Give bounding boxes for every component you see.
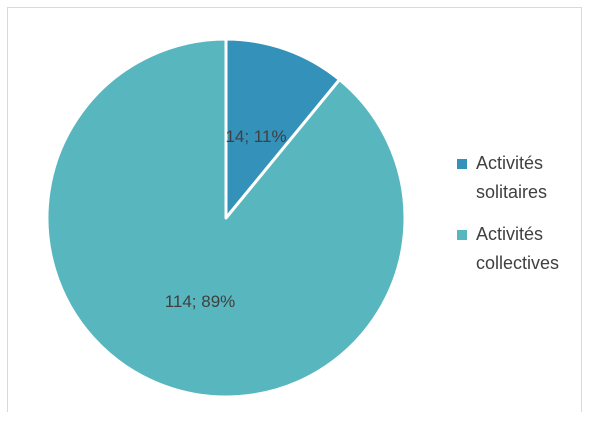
pie-slices <box>45 37 407 399</box>
pie-slice-activites-solitaires[interactable] <box>224 37 342 220</box>
legend-item-activites-solitaires[interactable]: Activités solitaires <box>457 149 582 207</box>
slice-label-activites-solitaires: 14; 11% <box>225 127 286 146</box>
legend-swatch-activites-solitaires <box>457 159 467 169</box>
slice-label-activites-collectives: 114; 89% <box>165 292 236 311</box>
legend-swatch-activites-collectives <box>457 230 467 240</box>
legend-label-line-1: Activités <box>476 224 544 244</box>
legend-label-line-2: solitaires <box>476 182 548 202</box>
legend-label-line-2: collectives <box>476 253 560 273</box>
legend-item-activites-collectives[interactable]: Activités collectives <box>457 220 582 278</box>
legend: Activités solitaires Activités collectiv… <box>457 149 582 291</box>
legend-label-line-1: Activités <box>476 153 544 173</box>
pie-slice-activites-collectives[interactable] <box>45 37 407 399</box>
